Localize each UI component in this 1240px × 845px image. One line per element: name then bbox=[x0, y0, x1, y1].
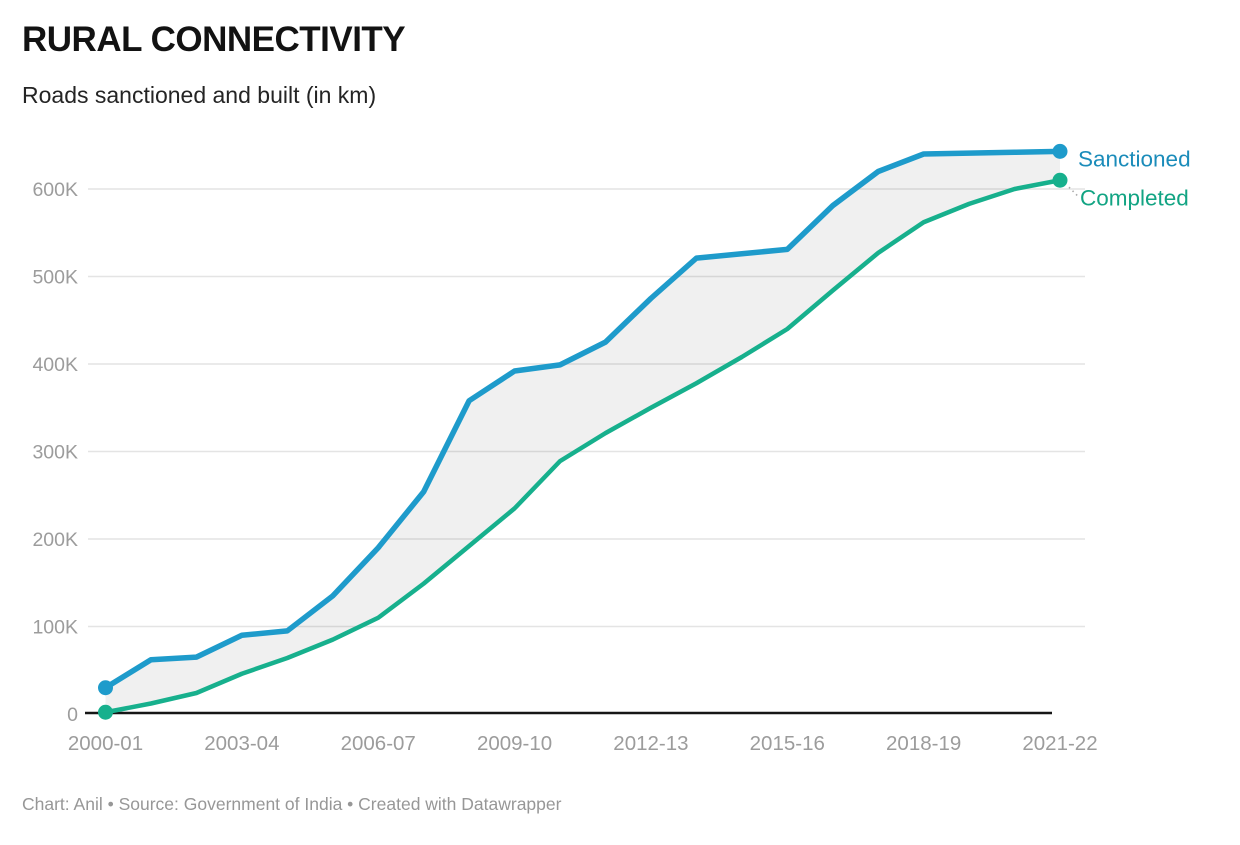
series-line-completed bbox=[103, 178, 1063, 715]
series-end-dot-completed bbox=[1052, 172, 1068, 188]
x-tick-label: 2015-16 bbox=[750, 732, 825, 755]
chart-header: RURAL CONNECTIVITY Roads sanctioned and … bbox=[22, 20, 1122, 109]
legend-label-completed: Completed bbox=[1080, 185, 1189, 210]
series-end-dot-sanctioned bbox=[1052, 143, 1068, 159]
y-tick-label: 300K bbox=[32, 442, 78, 464]
series-start-dot-completed bbox=[98, 704, 113, 720]
x-tick-label: 2021-22 bbox=[1022, 732, 1097, 755]
y-tick-label: 100K bbox=[32, 617, 78, 639]
page-title: RURAL CONNECTIVITY bbox=[22, 20, 406, 59]
completed-label-leader-line bbox=[1068, 186, 1079, 197]
series-line-sanctioned bbox=[102, 148, 1063, 691]
y-tick-label: 500K bbox=[32, 267, 78, 289]
x-tick-label: 2000-01 bbox=[68, 732, 143, 755]
y-tick-label: 200K bbox=[32, 529, 78, 551]
x-tick-label: 2018-19 bbox=[886, 732, 961, 755]
y-tick-label: 0 bbox=[67, 704, 78, 726]
series-start-dot-sanctioned bbox=[98, 680, 113, 696]
chart-footer-attribution: Chart: Anil • Source: Government of Indi… bbox=[22, 794, 562, 814]
y-tick-label: 600K bbox=[32, 179, 78, 201]
chart-subtitle: Roads sanctioned and built (in km) bbox=[22, 82, 377, 109]
legend-label-sanctioned: Sanctioned bbox=[1078, 146, 1191, 171]
y-tick-label: 400K bbox=[32, 354, 78, 376]
x-tick-label: 2006-07 bbox=[341, 732, 416, 755]
gap-band-area bbox=[105, 151, 1060, 713]
x-tick-label: 2012-13 bbox=[613, 732, 688, 755]
x-tick-label: 2009-10 bbox=[477, 732, 552, 755]
x-tick-label: 2003-04 bbox=[204, 732, 279, 755]
